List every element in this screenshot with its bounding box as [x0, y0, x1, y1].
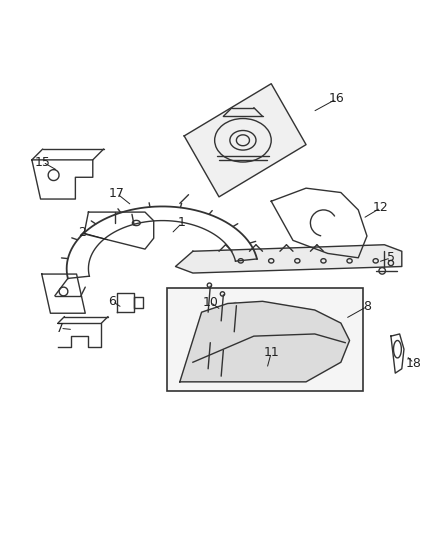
Text: 16: 16 — [328, 92, 344, 106]
Text: 12: 12 — [373, 201, 389, 214]
Text: 15: 15 — [35, 156, 51, 168]
Polygon shape — [176, 245, 402, 273]
Text: 2: 2 — [78, 226, 86, 239]
Text: 7: 7 — [56, 322, 64, 335]
Text: 6: 6 — [109, 295, 117, 308]
Text: 10: 10 — [202, 296, 218, 309]
Text: 8: 8 — [363, 300, 371, 313]
Polygon shape — [180, 301, 350, 382]
Text: 17: 17 — [109, 187, 125, 200]
Bar — [167, 288, 363, 391]
Text: 5: 5 — [387, 251, 395, 264]
Polygon shape — [184, 84, 306, 197]
Text: 11: 11 — [263, 346, 279, 359]
Text: 1: 1 — [178, 216, 186, 230]
Text: 18: 18 — [406, 357, 422, 369]
